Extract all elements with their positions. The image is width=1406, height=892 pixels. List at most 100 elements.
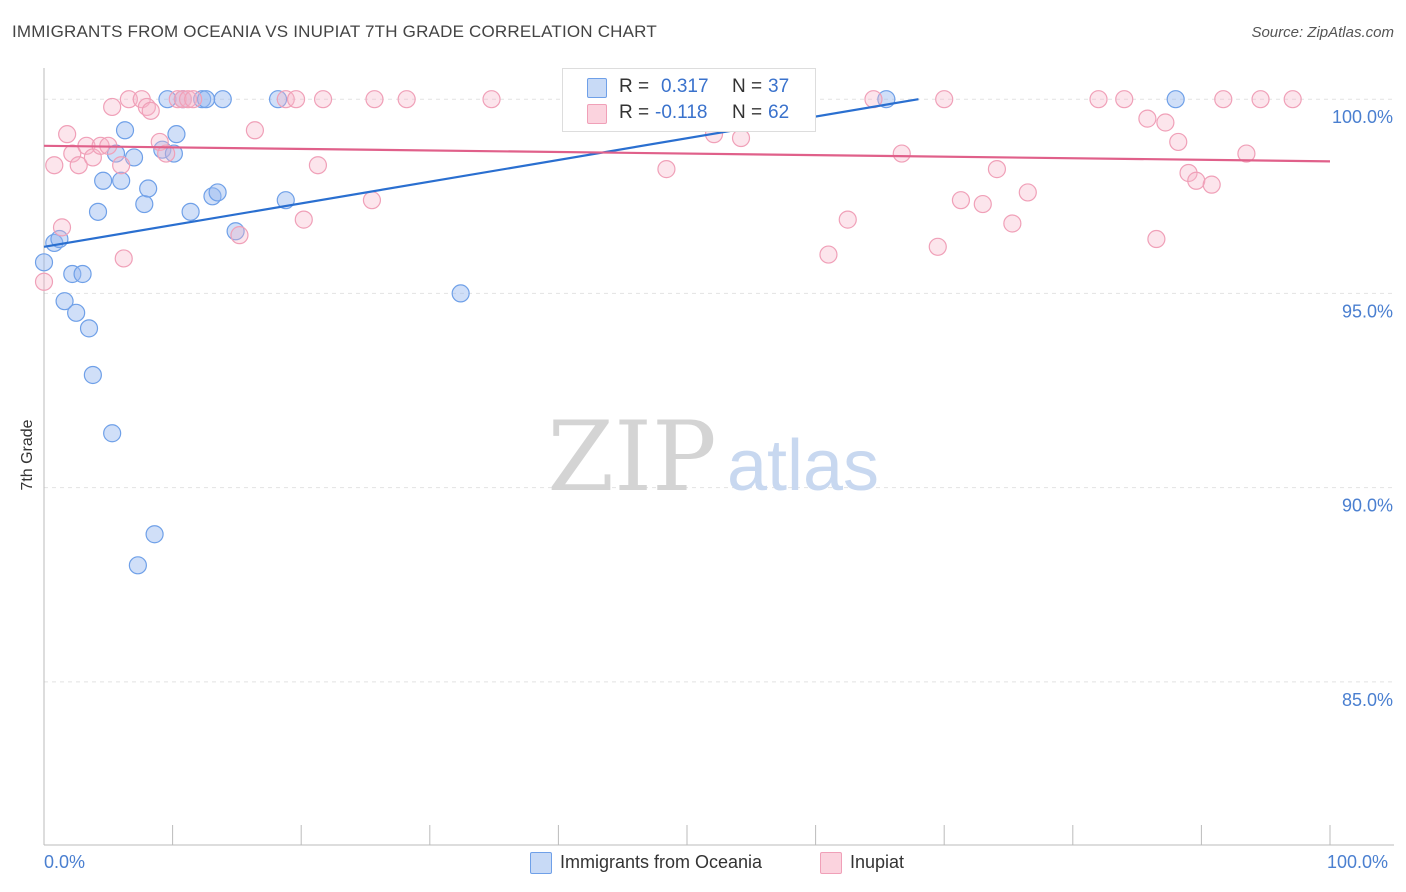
inupiat-point — [819, 245, 838, 264]
oceania-point — [88, 202, 108, 221]
axes — [43, 68, 1394, 846]
inupiat-point — [308, 156, 328, 175]
inupiat-point — [397, 90, 416, 109]
inupiat-point — [657, 160, 676, 179]
oceania-point — [181, 202, 200, 221]
data-points — [34, 90, 1302, 575]
x-tick-label-min: 0.0% — [44, 852, 86, 872]
x-tick-label-max: 100.0% — [1327, 852, 1389, 872]
inupiat-point — [1115, 90, 1134, 109]
inupiat-point — [58, 125, 77, 144]
oceania-point — [158, 90, 177, 109]
series-label-inupiat: Inupiat — [850, 852, 905, 872]
inupiat-point — [230, 226, 249, 245]
oceania-point — [67, 303, 86, 322]
chart-title: IMMIGRANTS FROM OCEANIA VS INUPIAT 7TH G… — [12, 22, 657, 41]
inupiat-point — [313, 90, 333, 109]
oceania-point — [451, 284, 470, 303]
oceania-point — [112, 171, 131, 190]
inupiat-point — [1283, 90, 1302, 109]
inupiat-point — [157, 144, 176, 163]
y-tick-label: 85.0% — [1342, 690, 1393, 710]
oceania-point — [115, 121, 135, 140]
oceania-point — [128, 556, 147, 575]
oceania-point — [106, 144, 126, 163]
inupiat-point — [838, 210, 857, 229]
inupiat-point — [935, 90, 954, 109]
legend-swatch-inupiat — [587, 104, 607, 124]
stats-legend: R = 0.317 N = 37 R = -0.118 N = 62 — [562, 68, 816, 132]
y-tick-label: 90.0% — [1342, 496, 1393, 516]
legend-swatch-oceania — [587, 78, 607, 98]
inupiat-point — [1251, 90, 1270, 109]
inupiat-point — [184, 90, 203, 109]
watermark-zip: ZIP — [547, 401, 716, 513]
series-swatch-inupiat — [820, 852, 842, 874]
inupiat-point — [482, 90, 501, 109]
inupiat-point — [173, 90, 192, 109]
inupiat-point — [52, 218, 72, 237]
oceania-point — [1166, 90, 1185, 109]
legend-n-value: 62 — [768, 102, 790, 123]
inupiat-point — [365, 90, 384, 109]
legend-n-label: N = — [732, 102, 763, 123]
inupiat-point — [34, 272, 54, 291]
oceania-point — [103, 424, 122, 443]
legend-r-label: R = — [619, 76, 650, 97]
legend-r-label: R = — [619, 102, 650, 123]
inupiat-point — [1156, 113, 1175, 132]
inupiat-point — [1237, 144, 1256, 163]
oceania-point — [73, 264, 92, 284]
inupiat-point — [973, 194, 992, 214]
inupiat-point — [141, 101, 160, 120]
oceania-point — [139, 179, 158, 198]
y-axis-label: 7th Grade — [19, 419, 36, 491]
oceania-point — [34, 253, 54, 272]
inupiat-point — [928, 237, 947, 256]
inupiat-point — [294, 210, 313, 229]
legend-r-value: 0.317 — [661, 76, 709, 97]
inupiat-point — [1147, 229, 1166, 249]
inupiat-point — [1089, 90, 1108, 109]
inupiat-point — [114, 249, 133, 268]
oceania-point — [79, 319, 99, 338]
inupiat-point — [286, 90, 306, 109]
y-tick-label: 95.0% — [1342, 301, 1393, 321]
watermark: ZIP atlas — [547, 401, 879, 513]
inupiat-trend-line — [43, 144, 1331, 163]
inupiat-point — [69, 156, 88, 175]
legend-n-value: 37 — [768, 76, 790, 97]
inupiat-point — [245, 121, 265, 140]
watermark-atlas: atlas — [727, 426, 879, 506]
inupiat-point — [362, 191, 382, 210]
oceania-point — [164, 144, 183, 163]
oceania-point — [63, 264, 82, 284]
inupiat-point — [119, 90, 138, 109]
inupiat-point — [103, 97, 122, 117]
inupiat-point — [951, 191, 971, 210]
legend-n-label: N = — [732, 76, 763, 97]
oceania-point — [167, 125, 186, 144]
y-tick-label: 100.0% — [1332, 107, 1393, 127]
inupiat-point — [112, 156, 131, 175]
oceania-point — [208, 183, 227, 202]
inupiat-point — [892, 144, 911, 163]
oceania-point — [83, 365, 102, 385]
inupiat-point — [1138, 109, 1157, 128]
source-label: Source: ZipAtlas.com — [1251, 24, 1394, 41]
oceania-point — [213, 90, 232, 109]
inupiat-point — [731, 128, 751, 148]
inupiat-point — [178, 90, 198, 109]
inupiat-point — [1169, 132, 1188, 152]
inupiat-point — [1187, 171, 1206, 190]
oceania-point — [145, 525, 164, 544]
inupiat-point — [987, 160, 1007, 179]
inupiat-point — [1202, 175, 1221, 194]
inupiat-point — [1018, 183, 1037, 202]
oceania-point — [268, 90, 288, 109]
oceania-point — [135, 194, 154, 214]
oceania-point — [94, 171, 113, 190]
series-swatch-oceania — [530, 852, 552, 874]
legend-r-value: -0.118 — [655, 102, 708, 123]
